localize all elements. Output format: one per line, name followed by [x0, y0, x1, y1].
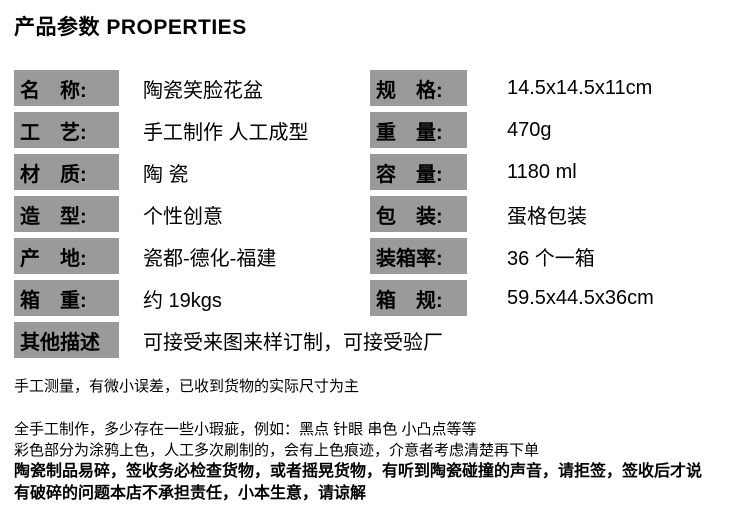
spec-value-craft: 手工制作 人工成型 — [143, 121, 309, 144]
spec-row-capacity: 容 量: 1180 ml — [370, 154, 739, 190]
spec-column-right: 规 格: 14.5x14.5x11cm 重 量: 470g 容 量: 1180 … — [370, 70, 739, 322]
spec-value-box-weight: 约 19kgs — [143, 289, 222, 312]
spec-column-left: 名 称: 陶瓷笑脸花盆 工 艺: 手工制作 人工成型 材 质: 陶 瓷 造 型:… — [14, 70, 443, 364]
spec-label-craft: 工 艺: — [14, 112, 119, 148]
note-coloring: 彩色部分为涂鸦上色，人工多次刷制的，会有上色痕迹，介意者考虑清楚再下单 — [14, 442, 540, 459]
spec-row-origin: 产 地: 瓷都-德化-福建 — [14, 238, 370, 274]
spec-label-box-weight: 箱 重: — [14, 280, 119, 316]
spec-label-packing-rate: 装箱率: — [370, 238, 467, 274]
spec-row-other: 其他描述 可接受来图来样订制，可接受验厂 — [14, 322, 443, 358]
note-flaws: 全手工制作，多少存在一些小瑕疵，例如：黑点 针眼 串色 小凸点等等 — [14, 421, 477, 438]
spec-label-material: 材 质: — [14, 154, 119, 190]
spec-row-name: 名 称: 陶瓷笑脸花盆 — [14, 70, 370, 106]
spec-label-size: 规 格: — [370, 70, 467, 106]
spec-value-capacity: 1180 ml — [507, 160, 577, 183]
spec-value-origin: 瓷都-德化-福建 — [143, 247, 277, 270]
spec-row-packing: 包 装: 蛋格包装 — [370, 196, 739, 232]
note-measurement: 手工测量，有微小误差，已收到货物的实际尺寸为主 — [14, 378, 360, 395]
spec-row-weight: 重 量: 470g — [370, 112, 739, 148]
spec-label-other: 其他描述 — [14, 322, 119, 358]
spec-value-other: 可接受来图来样订制，可接受验厂 — [143, 331, 443, 354]
spec-label-capacity: 容 量: — [370, 154, 467, 190]
spec-label-origin: 产 地: — [14, 238, 119, 274]
spec-value-name: 陶瓷笑脸花盆 — [143, 79, 263, 102]
note-fragile-line1: 陶瓷制品易碎，签收务必检查货物，或者摇晃货物，有听到陶瓷碰撞的声音，请拒签，签收… — [14, 463, 703, 480]
spec-label-carton-size: 箱 规: — [370, 280, 467, 316]
note-fragile-line2: 有破碎的问题本店不承担责任，小本生意，请谅解 — [14, 485, 367, 502]
spec-row-style: 造 型: 个性创意 — [14, 196, 370, 232]
spec-label-weight: 重 量: — [370, 112, 467, 148]
notes-section: 手工测量，有微小误差，已收到货物的实际尺寸为主 全手工制作，多少存在一些小瑕疵，… — [14, 376, 734, 505]
spec-value-size: 14.5x14.5x11cm — [507, 76, 653, 99]
spec-row-carton-size: 箱 规: 59.5x44.5x36cm — [370, 280, 739, 316]
spec-row-packing-rate: 装箱率: 36 个一箱 — [370, 238, 739, 274]
spec-value-packing: 蛋格包装 — [507, 205, 587, 228]
spec-label-packing: 包 装: — [370, 196, 467, 232]
spec-value-style: 个性创意 — [143, 205, 223, 228]
spec-value-weight: 470g — [507, 118, 552, 141]
spec-row-size: 规 格: 14.5x14.5x11cm — [370, 70, 739, 106]
spec-label-style: 造 型: — [14, 196, 119, 232]
spec-value-carton-size: 59.5x44.5x36cm — [507, 286, 654, 309]
spec-value-packing-rate: 36 个一箱 — [507, 247, 595, 270]
spec-row-craft: 工 艺: 手工制作 人工成型 — [14, 112, 370, 148]
spec-label-name: 名 称: — [14, 70, 119, 106]
spec-value-material: 陶 瓷 — [143, 163, 189, 186]
spec-row-material: 材 质: 陶 瓷 — [14, 154, 370, 190]
page-title: 产品参数 PROPERTIES — [14, 16, 247, 39]
spec-row-box-weight: 箱 重: 约 19kgs — [14, 280, 370, 316]
